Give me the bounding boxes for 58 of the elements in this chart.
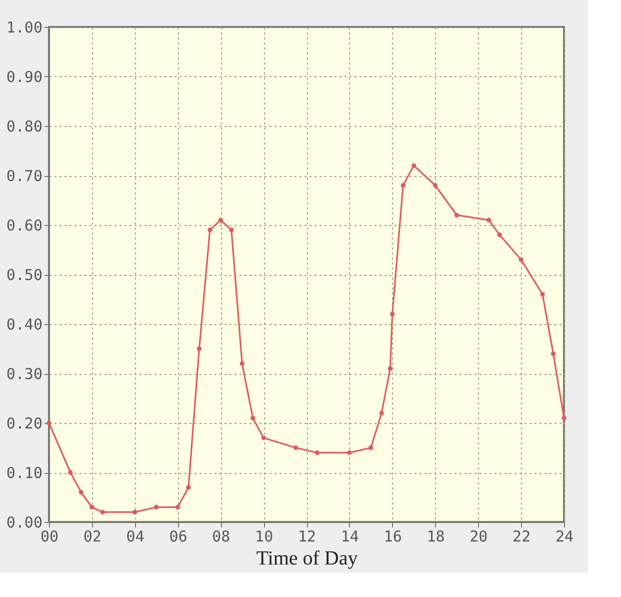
- point: [400, 183, 406, 188]
- point: [293, 445, 298, 450]
- point: [454, 212, 460, 218]
- point: [497, 232, 502, 238]
- x-tick-label: 08: [212, 528, 230, 546]
- y-tick-label: 0.40: [6, 316, 42, 334]
- x-tick-label: 20: [470, 528, 488, 546]
- x-axis-title: Time of Day: [256, 548, 358, 570]
- point: [388, 366, 393, 371]
- y-tick-label: 1.00: [6, 18, 42, 36]
- y-tick-label: 0.70: [6, 167, 42, 185]
- point: [390, 312, 395, 316]
- x-tick-label: 22: [512, 528, 531, 546]
- point: [314, 450, 320, 456]
- x-tick-label: 16: [384, 528, 402, 546]
- point: [154, 504, 159, 510]
- x-tick-label: 24: [555, 528, 574, 546]
- y-tick-label: 0.90: [6, 68, 42, 86]
- point: [208, 228, 212, 232]
- x-tick-label: 10: [255, 528, 274, 546]
- x-tick-label: 02: [83, 528, 102, 546]
- y-tick-label: 0.20: [6, 414, 42, 432]
- point: [229, 228, 234, 232]
- point: [432, 183, 438, 188]
- y-tick-label: 0.80: [6, 118, 42, 136]
- point: [132, 510, 138, 514]
- point: [411, 163, 416, 168]
- y-tick-label: 0.30: [6, 365, 42, 383]
- point: [196, 346, 202, 352]
- point: [240, 361, 244, 366]
- x-tick-label: 04: [126, 528, 144, 546]
- point: [100, 510, 105, 514]
- point: [46, 420, 52, 426]
- y-tick-label: 0.60: [6, 216, 42, 234]
- point: [562, 416, 566, 420]
- point: [175, 504, 180, 510]
- point: [250, 416, 256, 420]
- point: [347, 450, 352, 456]
- point: [68, 470, 73, 475]
- x-tick-label: 06: [169, 528, 188, 546]
- point: [518, 257, 524, 262]
- point: [486, 218, 492, 222]
- point: [78, 490, 84, 495]
- point: [261, 436, 266, 440]
- x-tick-label: 00: [40, 528, 59, 546]
- point: [90, 504, 94, 510]
- point: [540, 292, 545, 297]
- point: [379, 410, 384, 416]
- x-tick-label: 12: [298, 528, 316, 546]
- y-tick-label: 0.00: [6, 514, 42, 532]
- point: [186, 485, 191, 490]
- x-tick-label: 18: [426, 528, 445, 546]
- y-tick-label: 0.50: [6, 266, 42, 284]
- x-tick-label: 14: [340, 528, 359, 546]
- point: [550, 351, 556, 356]
- y-tick-label: 0.10: [6, 464, 42, 482]
- point: [218, 218, 224, 222]
- point: [368, 445, 374, 450]
